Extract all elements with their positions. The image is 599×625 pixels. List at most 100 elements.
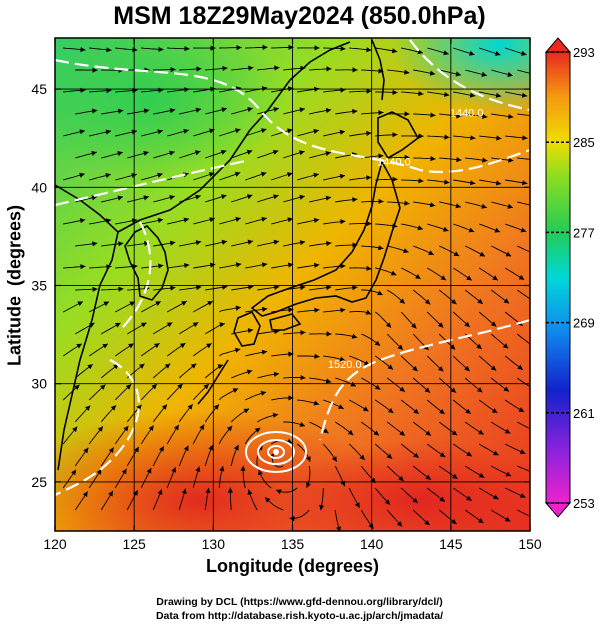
green-region	[55, 38, 290, 180]
streamline-arrowhead	[313, 128, 319, 134]
streamline-arrowhead	[221, 194, 227, 200]
streamline-arrowhead	[79, 172, 85, 178]
streamline-arrowhead	[261, 128, 267, 134]
streamline-arrowhead	[468, 227, 475, 233]
streamline-arrowhead	[374, 340, 381, 346]
streamline-arrowhead	[331, 456, 337, 462]
streamline-arrowhead	[247, 489, 253, 495]
streamline-arrowhead	[288, 44, 294, 50]
coast-hokkaido	[377, 111, 420, 160]
streamline-arrowhead	[465, 408, 471, 414]
streamline-arrowhead	[403, 248, 409, 254]
streamline-arrowhead	[205, 487, 211, 494]
streamline-arrowhead	[520, 227, 527, 233]
streamline-arrowhead	[453, 251, 460, 256]
streamline-arrowhead	[183, 217, 189, 223]
streamline-arrowhead	[79, 129, 85, 135]
streamline-arrowhead	[128, 343, 134, 349]
streamline-arrowhead	[387, 364, 393, 370]
streamline-arrowhead	[340, 46, 346, 52]
streamline-arrowhead	[144, 241, 150, 247]
streamline-arrowhead	[495, 92, 502, 98]
streamline-arrowhead	[443, 50, 449, 56]
streamline-arrowhead	[243, 408, 250, 414]
x-tick-label: 120	[43, 536, 67, 552]
geopotential-contours	[55, 39, 530, 496]
streamline-arrowhead	[378, 198, 384, 204]
streamline-arrowhead	[450, 387, 457, 393]
streamline-arrowhead	[91, 108, 98, 114]
y-tick-label: 35	[31, 277, 47, 293]
streamline-arrowhead	[169, 108, 176, 114]
streamline-arrowhead	[184, 87, 190, 93]
streamline-arrowhead	[418, 133, 424, 139]
streamline-arrowhead	[235, 216, 241, 222]
streamline-arrowhead	[503, 298, 510, 304]
streamline-arrowhead	[222, 284, 228, 290]
contour-labels: 1440.0 1440.0 1520.0	[328, 108, 484, 371]
x-tick-label: 140	[360, 536, 384, 552]
streamline-arrowhead	[455, 203, 461, 209]
streamline-arrowhead	[273, 371, 280, 377]
streamline-arrowhead	[157, 217, 164, 223]
streamline-arrowhead	[366, 88, 372, 94]
streamline-arrowhead	[287, 128, 293, 134]
streamline-arrowhead	[274, 284, 280, 290]
streamline-arrowhead	[502, 343, 509, 349]
streamline-arrowhead	[479, 251, 485, 257]
streamline-arrowhead	[532, 515, 538, 520]
streamline-arrowhead	[260, 171, 267, 177]
streamline-arrowhead	[532, 428, 538, 433]
streamline-arrowhead	[503, 386, 509, 392]
streamline-arrowhead	[262, 306, 268, 312]
streamline-arrowhead	[143, 195, 149, 201]
streamline-arrowhead	[430, 112, 436, 118]
streamline-arrowhead	[132, 47, 138, 53]
x-tick-label: 125	[122, 536, 146, 552]
streamline-arrowhead	[173, 424, 179, 431]
streamline-arrowhead	[456, 113, 462, 119]
streamline-arrowhead	[80, 47, 86, 53]
typhoon-eye	[273, 449, 279, 455]
streamline-arrowhead	[339, 173, 346, 179]
streamline-arrowhead	[319, 504, 325, 511]
streamline-arrowhead	[352, 285, 358, 291]
streamline-arrowhead	[326, 240, 332, 247]
coast-sakhalin	[371, 39, 385, 101]
streamline-arrowhead	[248, 284, 254, 290]
streamline-arrowhead	[439, 452, 446, 458]
streamline-arrowhead	[103, 301, 109, 307]
streamline-arrowhead	[125, 384, 132, 390]
streamline-arrowhead	[157, 129, 163, 135]
streamline-arrowhead	[437, 322, 444, 328]
streamline-arrowhead	[83, 447, 89, 454]
streamline-arrowhead	[518, 274, 525, 280]
streamline-arrowhead	[272, 412, 279, 418]
streamline-arrowhead	[123, 425, 129, 432]
streamline-arrowhead	[148, 425, 154, 431]
streamline-arrowhead	[521, 92, 528, 98]
streamline-arrowhead	[106, 47, 112, 53]
y-tick-label: 45	[31, 81, 47, 97]
streamline-arrowhead	[134, 446, 139, 453]
coast-honshu	[250, 159, 401, 317]
colorbar-label: 285	[573, 135, 595, 150]
streamline-arrowhead	[96, 469, 102, 475]
typhoon-ring-middle	[257, 439, 295, 465]
streamline	[517, 201, 530, 206]
streamline-arrowhead	[493, 450, 499, 456]
streamline-arrowhead	[469, 92, 476, 98]
streamline-arrowhead	[378, 110, 384, 116]
streamline-arrowhead	[261, 262, 268, 268]
streamline-arrowhead	[494, 51, 501, 56]
streamline-arrowhead	[352, 108, 358, 115]
streamline-arrowhead	[322, 428, 329, 434]
streamline-arrowhead	[362, 406, 369, 412]
streamline-arrowhead	[166, 322, 173, 328]
streamline-arrowhead	[143, 108, 150, 114]
streamline-arrowhead	[155, 301, 161, 306]
streamline-arrowhead	[440, 275, 446, 281]
streamline-arrowhead	[143, 150, 149, 156]
streamline-arrowhead	[240, 465, 246, 471]
y-axis-ticks: 25 30 35 40 45	[31, 81, 530, 490]
